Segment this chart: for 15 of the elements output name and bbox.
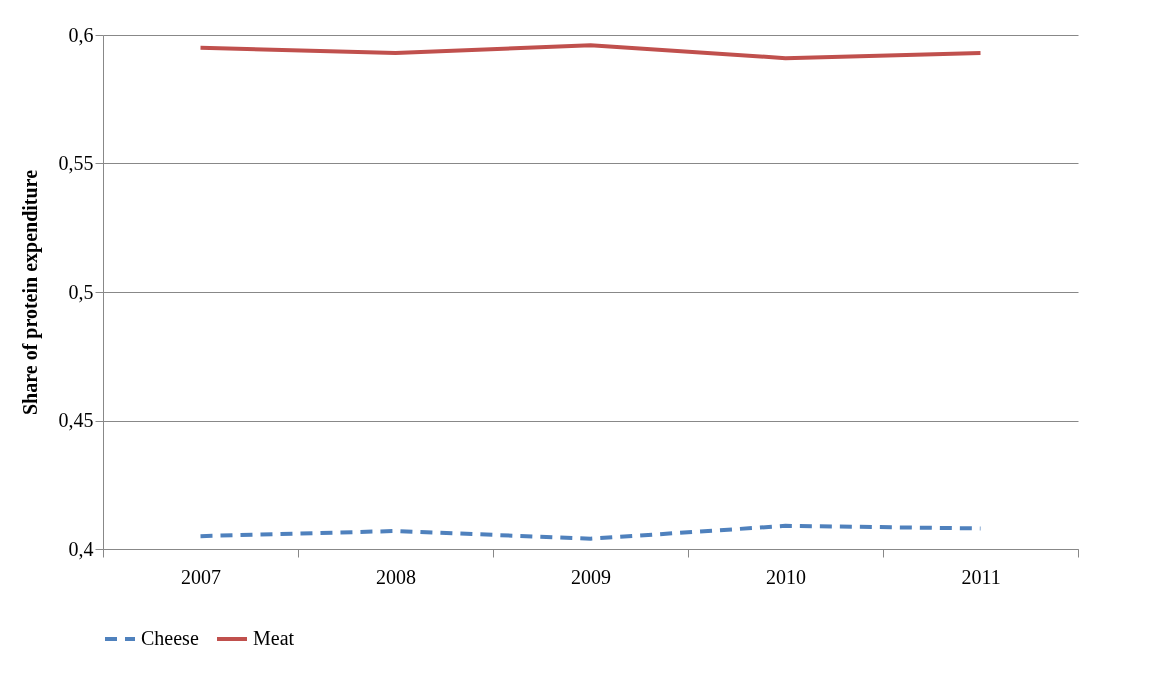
x-tick-label: 2011 [961,565,1001,588]
x-tick-label: 2008 [376,565,416,588]
y-tick-label: 0,55 [58,152,94,174]
legend-label: Meat [253,627,295,649]
y-tick-label: 0,4 [68,537,94,560]
y-axis-title: Share of protein expenditure [18,169,42,416]
x-tick-label: 2010 [766,565,806,588]
x-tick-label: 2007 [181,565,221,588]
line-series [198,523,983,541]
y-tick-label: 0,45 [58,409,94,431]
y-tick-label: 0,5 [68,280,94,303]
y-tick-label: 0,6 [68,23,94,46]
line-series [198,43,983,61]
legend-label: Cheese [141,627,199,649]
x-tick-label: 2009 [571,565,611,588]
